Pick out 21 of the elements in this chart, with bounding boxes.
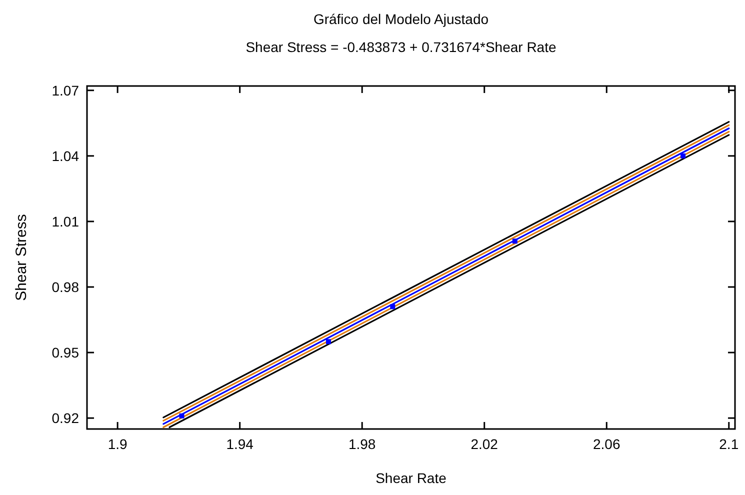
x-tick-label: 2.02 bbox=[470, 436, 498, 452]
y-axis-title: Shear Stress bbox=[13, 214, 30, 301]
x-tick-label: 1.9 bbox=[108, 436, 128, 452]
y-tick-label: 1.04 bbox=[52, 148, 80, 164]
x-tick-label: 2.1 bbox=[719, 436, 739, 452]
y-tick-label: 0.98 bbox=[52, 278, 80, 295]
point bbox=[390, 304, 396, 310]
chart-subtitle: Shear Stress = -0.483873 + 0.731674*Shear Rate bbox=[246, 39, 556, 55]
y-tick-label: 0.92 bbox=[52, 410, 80, 426]
y-tick-label: 1.07 bbox=[52, 82, 80, 98]
x-tick-label: 1.94 bbox=[226, 436, 254, 452]
y-tick-label: 0.95 bbox=[52, 344, 80, 361]
x-tick-label: 2.06 bbox=[593, 436, 620, 452]
point bbox=[512, 238, 518, 244]
point bbox=[326, 339, 331, 344]
chart-title: Gráfico del Modelo Ajustado bbox=[313, 11, 489, 27]
y-tick-label: 1.01 bbox=[52, 213, 80, 230]
x-axis-title: Shear Rate bbox=[376, 470, 447, 486]
x-tick-label: 1.98 bbox=[348, 436, 376, 452]
point bbox=[179, 413, 184, 418]
point bbox=[680, 153, 686, 158]
